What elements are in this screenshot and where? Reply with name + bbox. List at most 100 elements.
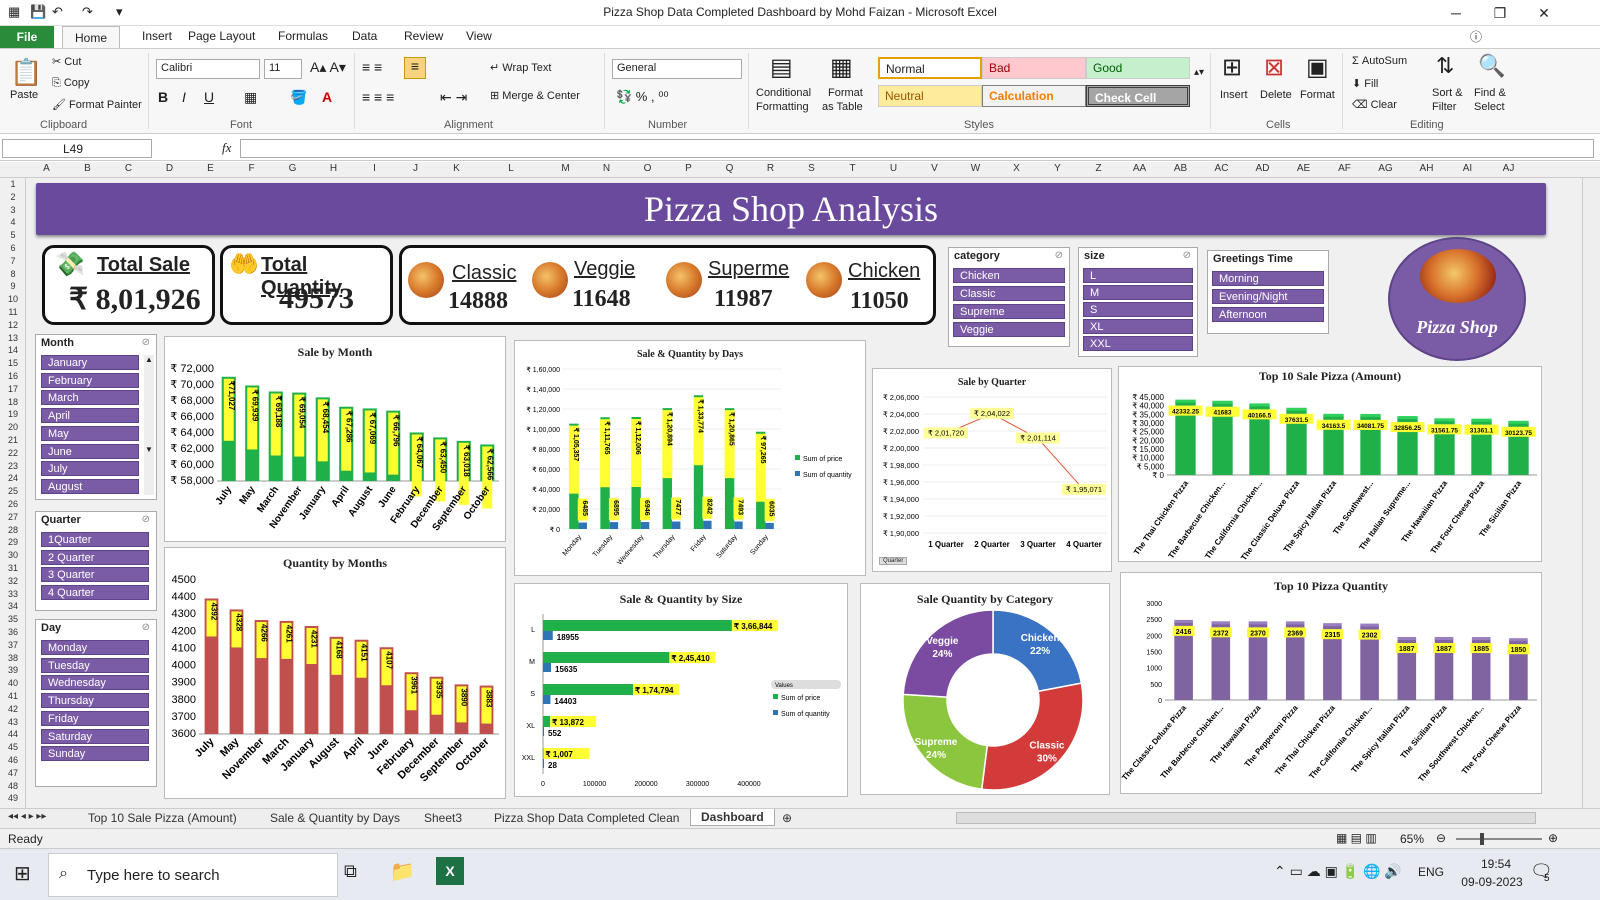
column-header[interactable]: R — [766, 163, 775, 174]
column-header[interactable]: AB — [1173, 163, 1188, 174]
underline-button[interactable]: U — [204, 89, 215, 105]
row-header[interactable]: 49 — [7, 793, 18, 804]
file-explorer-icon[interactable]: 📁 — [390, 861, 415, 883]
day-slicer[interactable]: Day ⊘ Monday Tuesday Wednesday Thursday Frida… — [35, 619, 157, 787]
vertical-scrollbar[interactable] — [1582, 178, 1600, 808]
slicer-item[interactable]: February — [41, 372, 139, 388]
row-header[interactable]: 43 — [7, 716, 18, 727]
slicer-item[interactable]: Supreme — [953, 304, 1065, 319]
column-header[interactable]: AI — [1462, 163, 1473, 174]
clock-date[interactable]: 09-09-2023 — [1461, 875, 1523, 889]
system-tray-icons[interactable]: ⌃ ▭ ☁ ▣ 🔋 🌐 🔊 — [1274, 863, 1402, 879]
font-color-icon[interactable]: A — [322, 89, 333, 105]
quantity-by-months-chart[interactable]: Quantity by Months 4500 4400 4300 4200 4100 4… — [164, 547, 506, 799]
row-header[interactable]: 40 — [7, 678, 18, 689]
row-header[interactable]: 31 — [7, 563, 18, 573]
size-slicer[interactable]: size ⊘ L M S XL XXL — [1078, 247, 1198, 357]
slicer-item[interactable]: August — [41, 478, 139, 494]
row-header[interactable]: 8 — [10, 268, 16, 279]
slicer-item[interactable]: Friday — [41, 710, 149, 726]
row-header[interactable]: 1 — [10, 179, 16, 189]
windows-start-icon[interactable]: ⊞ — [14, 863, 31, 885]
row-header[interactable]: 17 — [7, 383, 18, 394]
align-bottom-icon[interactable]: ≡ — [404, 57, 426, 79]
row-header[interactable]: 15 — [7, 358, 18, 369]
zoom-slider[interactable] — [1456, 838, 1542, 840]
notification-icon[interactable]: 🗨 — [1530, 861, 1553, 881]
slicer-item[interactable]: Evening/Night — [1212, 289, 1324, 304]
style-calculation[interactable]: Calculation — [982, 85, 1086, 107]
style-bad[interactable]: Bad — [982, 57, 1086, 79]
cut-button[interactable]: ✂ Cut — [52, 55, 81, 68]
excel-icon[interactable]: ▦ — [8, 4, 21, 19]
slicer-item[interactable]: Sunday — [41, 746, 149, 762]
slicer-item[interactable]: 4 Quarter — [41, 585, 149, 601]
row-header[interactable]: 22 — [7, 447, 18, 458]
row-header[interactable]: 10 — [7, 294, 18, 305]
sort-filter-icon[interactable]: ⇅ — [1436, 53, 1455, 78]
tab-view[interactable]: View — [466, 29, 492, 43]
row-header[interactable]: 13 — [7, 332, 18, 343]
language-indicator[interactable]: ENG — [1418, 865, 1445, 879]
italic-button[interactable]: I — [182, 89, 186, 105]
slicer-item[interactable]: Wednesday — [41, 675, 149, 691]
row-header[interactable]: 39 — [7, 665, 18, 676]
slicer-item[interactable]: Chicken — [953, 268, 1065, 283]
row-header[interactable]: 34 — [7, 601, 18, 612]
sheet-tab[interactable]: Pizza Shop Data Completed Clean — [494, 811, 680, 825]
task-view-icon[interactable]: ⧉ — [344, 861, 357, 881]
slicer-item[interactable]: Monday — [41, 640, 149, 655]
column-header[interactable]: A — [43, 163, 50, 174]
horizontal-scrollbar[interactable] — [956, 812, 1536, 824]
column-header[interactable]: M — [561, 163, 570, 174]
column-header[interactable]: U — [889, 163, 898, 174]
zoom-in-icon[interactable]: ⊕ — [1548, 831, 1559, 845]
slicer-item[interactable]: Afternoon — [1212, 307, 1324, 322]
insert-cells-button[interactable]: Insert — [1220, 89, 1248, 101]
indent-icon[interactable]: ⇤ ⇥ — [440, 89, 468, 105]
excel-taskbar-icon[interactable]: X — [436, 857, 464, 885]
format-as-table-label2[interactable]: as Table — [822, 101, 863, 113]
name-box[interactable]: L49 — [2, 139, 152, 158]
insert-cells-icon[interactable]: ⊞ — [1222, 54, 1243, 81]
slicer-item[interactable]: May — [41, 425, 139, 441]
row-header[interactable]: 45 — [7, 742, 18, 753]
clear-filter-icon[interactable]: ⊘ — [141, 514, 150, 525]
find-select-icon[interactable]: 🔍 — [1478, 53, 1506, 78]
column-header[interactable]: X — [1013, 163, 1020, 174]
column-header[interactable]: P — [685, 163, 692, 174]
tab-review[interactable]: Review — [404, 29, 444, 43]
row-header[interactable]: 23 — [7, 460, 18, 471]
top10-pizza-qty-chart[interactable]: Top 10 Pizza Quantity 3000 2500 2000 1500 10… — [1120, 572, 1542, 794]
column-header[interactable]: W — [970, 163, 981, 174]
column-header[interactable]: N — [602, 163, 611, 174]
slicer-item[interactable]: Saturday — [41, 728, 149, 744]
align-top-icon[interactable]: ≡ ≡ — [362, 59, 383, 75]
fill-button[interactable]: ⬇ Fill — [1352, 77, 1378, 90]
column-header[interactable]: O — [643, 163, 652, 174]
slicer-item[interactable]: M — [1083, 285, 1193, 300]
column-header[interactable]: I — [373, 163, 376, 174]
slicer-item[interactable]: July — [41, 461, 139, 477]
wrap-text-button[interactable]: ↵ Wrap Text — [490, 61, 551, 74]
row-header[interactable]: 37 — [7, 639, 18, 650]
slicer-item[interactable]: January — [41, 355, 139, 370]
column-header[interactable]: T — [849, 163, 856, 174]
row-header[interactable]: 28 — [7, 524, 18, 535]
row-header[interactable]: 47 — [7, 767, 18, 778]
clear-button[interactable]: ⌫ Clear — [1352, 98, 1397, 111]
clear-filter-icon[interactable]: ⊘ — [1054, 250, 1063, 261]
slicer-item[interactable]: April — [41, 408, 139, 424]
borders-icon[interactable]: ▦ — [244, 89, 258, 105]
slicer-item[interactable]: June — [41, 443, 139, 459]
slicer-item[interactable]: S — [1083, 302, 1193, 317]
row-header[interactable]: 30 — [7, 550, 18, 561]
tab-data[interactable]: Data — [352, 29, 378, 43]
row-header[interactable]: 35 — [7, 614, 18, 625]
view-icons[interactable]: ▦ ▤ ▥ — [1336, 831, 1377, 845]
copy-button[interactable]: ⎘ Copy — [52, 77, 90, 90]
paste-button[interactable]: Paste — [10, 89, 39, 101]
clock-time[interactable]: 19:54 — [1480, 857, 1512, 871]
row-header[interactable]: 46 — [7, 755, 18, 765]
fill-color-icon[interactable]: 🪣 — [290, 89, 308, 105]
